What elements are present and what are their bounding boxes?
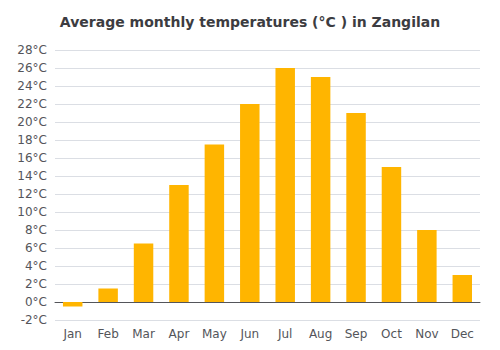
svg-text:10°C: 10°C — [17, 205, 47, 219]
svg-text:Jun: Jun — [239, 327, 259, 341]
svg-text:8°C: 8°C — [25, 223, 47, 237]
svg-text:26°C: 26°C — [17, 61, 47, 75]
svg-text:Oct: Oct — [381, 327, 402, 341]
svg-text:18°C: 18°C — [17, 133, 47, 147]
svg-text:Apr: Apr — [169, 327, 190, 341]
svg-text:Jan: Jan — [62, 327, 82, 341]
svg-text:Average monthly temperatures (: Average monthly temperatures (°C ) in Za… — [60, 14, 440, 30]
svg-text:0°C: 0°C — [25, 295, 47, 309]
svg-text:22°C: 22°C — [17, 97, 47, 111]
svg-text:Feb: Feb — [98, 327, 119, 341]
svg-text:Aug: Aug — [309, 327, 332, 341]
svg-text:4°C: 4°C — [25, 259, 47, 273]
svg-text:Dec: Dec — [451, 327, 474, 341]
svg-text:6°C: 6°C — [25, 241, 47, 255]
svg-text:Nov: Nov — [415, 327, 438, 341]
svg-text:Jul: Jul — [277, 327, 292, 341]
svg-text:May: May — [202, 327, 227, 341]
svg-text:Mar: Mar — [132, 327, 155, 341]
svg-text:2°C: 2°C — [25, 277, 47, 291]
svg-text:28°C: 28°C — [17, 43, 47, 57]
svg-text:12°C: 12°C — [17, 187, 47, 201]
svg-text:14°C: 14°C — [17, 169, 47, 183]
svg-text:-2°C: -2°C — [21, 313, 47, 327]
svg-text:Sep: Sep — [345, 327, 368, 341]
svg-text:20°C: 20°C — [17, 115, 47, 129]
svg-text:24°C: 24°C — [17, 79, 47, 93]
svg-text:16°C: 16°C — [17, 151, 47, 165]
